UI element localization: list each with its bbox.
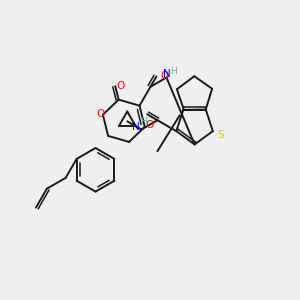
Text: S: S bbox=[218, 130, 224, 140]
Text: N: N bbox=[163, 69, 170, 79]
Text: H: H bbox=[170, 67, 177, 76]
Text: O: O bbox=[146, 120, 154, 130]
Text: O: O bbox=[160, 71, 169, 81]
Text: O: O bbox=[116, 81, 124, 91]
Text: O: O bbox=[97, 109, 105, 119]
Text: H: H bbox=[140, 117, 147, 126]
Text: N: N bbox=[132, 122, 140, 132]
